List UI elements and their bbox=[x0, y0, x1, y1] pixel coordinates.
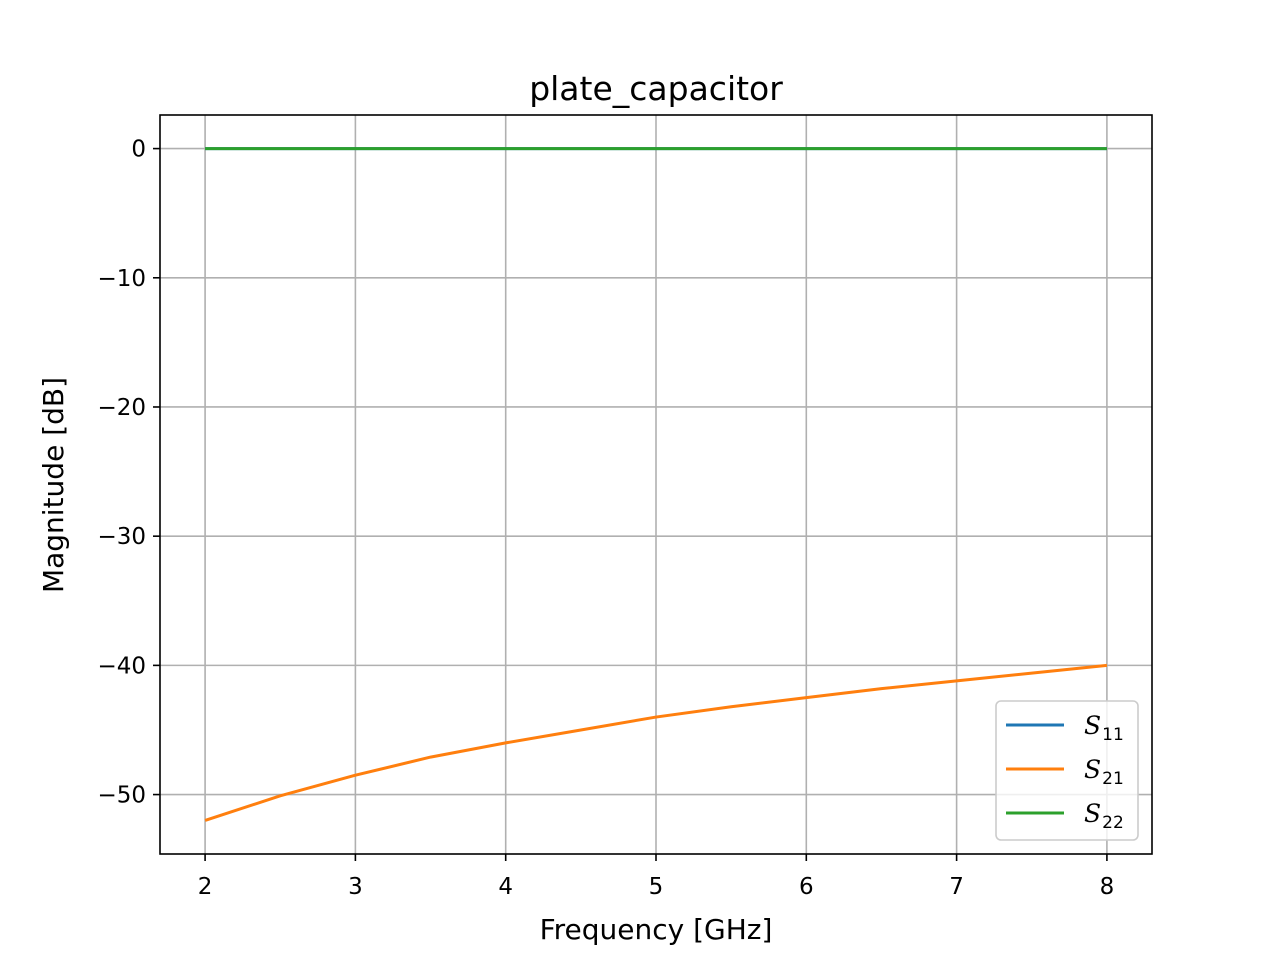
series-line-s21 bbox=[204, 663, 1108, 822]
y-tick-label: −20 bbox=[97, 395, 146, 421]
y-tick-label: 0 bbox=[131, 137, 146, 163]
legend-label-s21: S21 bbox=[1084, 755, 1124, 789]
legend-label-s11: S11 bbox=[1084, 711, 1124, 745]
x-axis-label: Frequency [GHz] bbox=[540, 913, 773, 946]
y-tick-label: −40 bbox=[97, 653, 146, 679]
x-tick-label: 4 bbox=[498, 874, 513, 900]
x-tick-label: 8 bbox=[1100, 874, 1115, 900]
legend: S11 S21 S22 bbox=[995, 700, 1139, 841]
chart-title: plate_capacitor bbox=[529, 69, 783, 108]
x-tick-label: 3 bbox=[348, 874, 363, 900]
y-axis-label: Magnitude [dB] bbox=[37, 377, 70, 593]
x-tick-label: 2 bbox=[198, 874, 213, 900]
y-tick-label: −50 bbox=[97, 783, 146, 809]
x-tick-label: 7 bbox=[949, 874, 964, 900]
legend-label-s22: S22 bbox=[1084, 799, 1124, 833]
series-lines bbox=[204, 147, 1108, 822]
y-tick-label: −30 bbox=[97, 524, 146, 550]
legend-box bbox=[995, 700, 1139, 841]
x-tick-label: 5 bbox=[649, 874, 664, 900]
y-tick-label: −10 bbox=[97, 266, 146, 292]
x-tick-label: 6 bbox=[799, 874, 814, 900]
ticks: 2 3 4 5 6 7 8 0 −10 −20 −30 −40 −50 bbox=[97, 137, 1114, 900]
